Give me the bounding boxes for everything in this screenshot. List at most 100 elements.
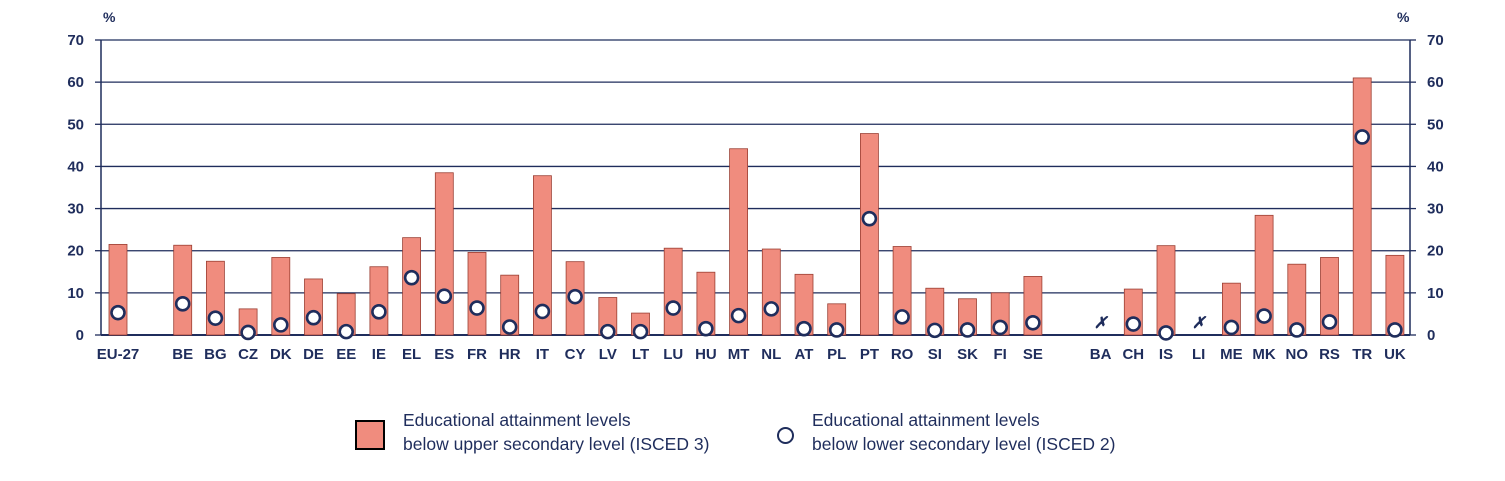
y-tick-left-20: 20 bbox=[67, 243, 84, 260]
unit-label-left: % bbox=[103, 9, 116, 25]
y-tick-left-10: 10 bbox=[67, 285, 84, 302]
y-tick-right-60: 60 bbox=[1427, 74, 1444, 91]
marker-ro bbox=[894, 309, 910, 325]
x-tick-lu: LU bbox=[663, 346, 683, 363]
x-tick-de: DE bbox=[303, 346, 324, 363]
y-tick-left-50: 50 bbox=[67, 116, 84, 133]
marker-sk bbox=[959, 322, 976, 338]
x-tick-fr: FR bbox=[467, 346, 487, 363]
marker-hr bbox=[501, 319, 518, 335]
x-tick-ch: CH bbox=[1122, 346, 1144, 363]
x-tick-fi: FI bbox=[994, 346, 1007, 363]
x-tick-nl: NL bbox=[761, 346, 781, 363]
marker-es bbox=[436, 288, 453, 305]
legend-swatch-bar bbox=[355, 420, 385, 450]
marker-lu bbox=[665, 300, 682, 316]
legend-circle-marker bbox=[777, 427, 794, 444]
bar-mt bbox=[729, 148, 748, 336]
bar-mk bbox=[1254, 214, 1274, 336]
bar-dk bbox=[271, 257, 291, 336]
x-tick-ie: IE bbox=[372, 346, 386, 363]
bar-pt bbox=[860, 133, 879, 336]
y-tick-right-30: 30 bbox=[1427, 201, 1444, 218]
bar-tr bbox=[1352, 77, 1372, 336]
x-tick-lt: LT bbox=[632, 346, 649, 363]
y-tick-right-50: 50 bbox=[1427, 116, 1444, 133]
bar-be bbox=[173, 244, 193, 336]
marker-mk bbox=[1256, 308, 1272, 324]
x-tick-mt: MT bbox=[728, 346, 750, 363]
legend-label-isced3: Educational attainment levels below uppe… bbox=[403, 408, 709, 456]
grid-lines bbox=[101, 39, 1410, 336]
x-tick-hr: HR bbox=[499, 346, 521, 363]
marker-eu-27 bbox=[110, 304, 126, 321]
marker-bg bbox=[207, 310, 224, 326]
bar-ie bbox=[369, 266, 389, 336]
x-tick-pt: PT bbox=[860, 346, 879, 363]
x-tick-cy: CY bbox=[565, 346, 586, 363]
x-tick-at: AT bbox=[795, 346, 814, 363]
marker-lt bbox=[632, 323, 649, 340]
x-tick-es: ES bbox=[434, 346, 454, 363]
marker-se bbox=[1025, 314, 1041, 331]
x-tick-hu: HU bbox=[695, 346, 717, 363]
marker-de bbox=[305, 309, 322, 326]
bar-eu-27 bbox=[108, 243, 128, 336]
legend-label-isced2: Educational attainment levels below lowe… bbox=[812, 408, 1115, 456]
x-tick-dk: DK bbox=[270, 346, 292, 363]
y-tick-left-30: 30 bbox=[67, 201, 84, 218]
bar-hr bbox=[500, 274, 520, 336]
x-tick-bg: BG bbox=[204, 346, 227, 363]
marker-tr bbox=[1354, 129, 1370, 145]
markers-isced2: ✗ ✗ bbox=[110, 129, 1403, 341]
marker-fr bbox=[469, 300, 485, 316]
y-tick-right-70: 70 bbox=[1427, 32, 1444, 49]
bars-isced3 bbox=[108, 77, 1405, 336]
marker-pt bbox=[861, 210, 878, 227]
x-tick-cz: CZ bbox=[238, 346, 258, 363]
marker-ie bbox=[371, 304, 387, 320]
missing-marker-ba: ✗ bbox=[1094, 315, 1109, 332]
y-tick-left-0: 0 bbox=[76, 327, 84, 344]
y-tick-left-60: 60 bbox=[67, 74, 84, 91]
marker-is bbox=[1158, 325, 1174, 341]
marker-lv bbox=[599, 323, 616, 340]
marker-uk bbox=[1387, 322, 1403, 338]
marker-el bbox=[403, 269, 420, 286]
legend: Educational attainment levels below uppe… bbox=[355, 408, 1255, 468]
x-tick-rs: RS bbox=[1319, 346, 1340, 363]
x-tick-it: IT bbox=[536, 346, 549, 363]
y-tick-left-70: 70 bbox=[67, 32, 84, 49]
marker-me bbox=[1223, 319, 1240, 336]
x-tick-ba: BA bbox=[1090, 346, 1112, 363]
x-tick-li: LI bbox=[1192, 346, 1205, 363]
x-tick-si: SI bbox=[928, 346, 942, 363]
y-tick-left-40: 40 bbox=[67, 158, 84, 175]
bar-el bbox=[402, 237, 422, 336]
marker-nl bbox=[763, 301, 780, 317]
marker-cy bbox=[567, 288, 583, 305]
y-tick-right-10: 10 bbox=[1427, 285, 1444, 302]
x-tick-lv: LV bbox=[599, 346, 617, 363]
marker-dk bbox=[272, 317, 289, 333]
legend-label-isced2-line2: below lower secondary level (ISCED 2) bbox=[812, 434, 1116, 454]
x-tick-pl: PL bbox=[827, 346, 846, 363]
bar-lu bbox=[663, 247, 683, 336]
axes: 0 0 10 10 20 20 30 30 40 40 50 50 60 60 70 70%% bbox=[67, 9, 1443, 344]
x-tick-is: IS bbox=[1159, 346, 1173, 363]
marker-it bbox=[534, 303, 551, 320]
x-tick-eu-27: EU-27 bbox=[97, 346, 140, 363]
x-tick-sk: SK bbox=[957, 346, 978, 363]
x-tick-ro: RO bbox=[891, 346, 914, 363]
x-tick-me: ME bbox=[1220, 346, 1243, 363]
x-tick-be: BE bbox=[172, 346, 193, 363]
marker-ch bbox=[1125, 316, 1142, 332]
unit-label-right: % bbox=[1397, 9, 1410, 25]
y-tick-right-40: 40 bbox=[1427, 158, 1444, 175]
marker-no bbox=[1289, 322, 1305, 338]
marker-fi bbox=[992, 319, 1009, 336]
bar-nl bbox=[761, 248, 781, 336]
marker-rs bbox=[1321, 314, 1338, 330]
x-tick-tr: TR bbox=[1352, 346, 1372, 363]
